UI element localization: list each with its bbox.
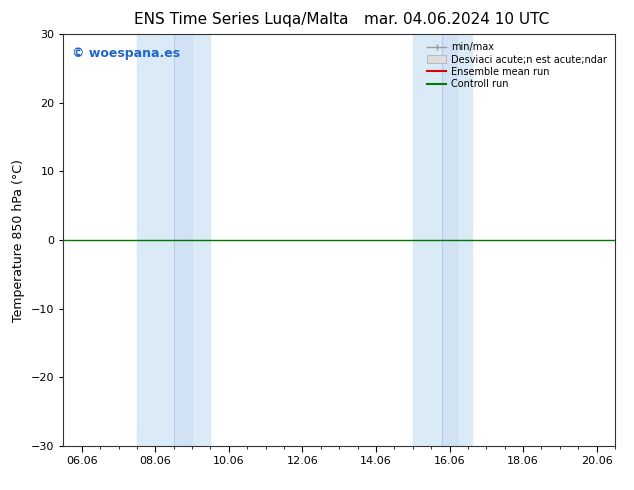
Text: ENS Time Series Luqa/Malta: ENS Time Series Luqa/Malta (134, 12, 348, 27)
Bar (442, 34, 457, 446)
Bar (413, 34, 472, 446)
Legend: min/max, Desviaci acute;n est acute;ndar, Ensemble mean run, Controll run: min/max, Desviaci acute;n est acute;ndar… (424, 39, 610, 92)
Bar (174, 34, 192, 446)
Y-axis label: Temperature 850 hPa (°C): Temperature 850 hPa (°C) (12, 159, 25, 321)
Bar (137, 34, 210, 446)
Text: © woespana.es: © woespana.es (72, 47, 180, 60)
Text: mar. 04.06.2024 10 UTC: mar. 04.06.2024 10 UTC (364, 12, 549, 27)
